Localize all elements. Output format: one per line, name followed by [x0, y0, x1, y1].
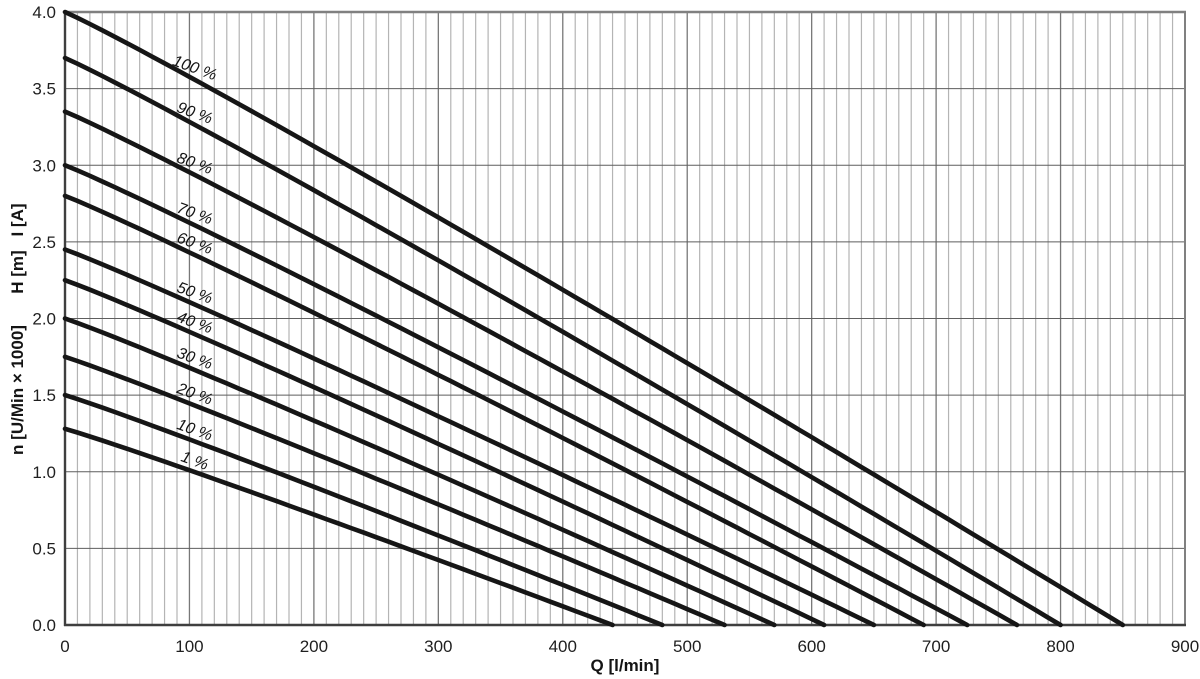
curve-100% — [62, 9, 1126, 628]
curve-40% — [62, 277, 827, 628]
x-tick-label: 500 — [673, 637, 701, 656]
curve-10% — [62, 392, 665, 628]
y-tick-label: 4.0 — [32, 3, 56, 22]
y-tick-label: 2.0 — [32, 310, 56, 329]
curve-30% — [62, 316, 777, 628]
x-tick-label: 700 — [922, 637, 950, 656]
curve-20% — [62, 354, 727, 628]
curve-80% — [62, 109, 1020, 628]
curve-50% — [62, 247, 877, 628]
x-tick-label: 800 — [1046, 637, 1074, 656]
y-axis-title-segment: H [m] — [8, 250, 27, 293]
x-tick-label: 100 — [175, 637, 203, 656]
curve-70% — [62, 163, 970, 628]
y-tick-label: 3.0 — [32, 156, 56, 175]
x-tick-labels: 0 100 200 300 400 500 600 700 800 900 — [60, 637, 1199, 656]
y-tick-label: 1.5 — [32, 386, 56, 405]
x-axis-title: Q [l/min] — [591, 656, 660, 675]
x-tick-label: 400 — [549, 637, 577, 656]
curve-90% — [62, 55, 1063, 628]
x-tick-label: 300 — [424, 637, 452, 656]
y-axis-title: n [U/Min × 1000] H [m] I [A] — [8, 203, 27, 454]
y-tick-label: 2.5 — [32, 233, 56, 252]
y-tick-label: 1.0 — [32, 463, 56, 482]
x-tick-label: 0 — [60, 637, 69, 656]
y-tick-label: 3.5 — [32, 80, 56, 99]
x-tick-label: 900 — [1171, 637, 1199, 656]
x-tick-label: 600 — [797, 637, 825, 656]
y-tick-label: 0.0 — [32, 616, 56, 635]
y-tick-label: 0.5 — [32, 539, 56, 558]
curve-60% — [62, 193, 926, 628]
curve-1% — [62, 426, 615, 628]
y-axis-title-segment: n [U/Min × 1000] — [8, 325, 27, 455]
curves — [62, 9, 1126, 628]
y-axis-title-segment: I [A] — [8, 203, 27, 236]
x-tick-label: 200 — [300, 637, 328, 656]
y-tick-labels: 0.0 0.5 1.0 1.5 2.0 2.5 3.0 3.5 4.0 — [32, 3, 56, 635]
